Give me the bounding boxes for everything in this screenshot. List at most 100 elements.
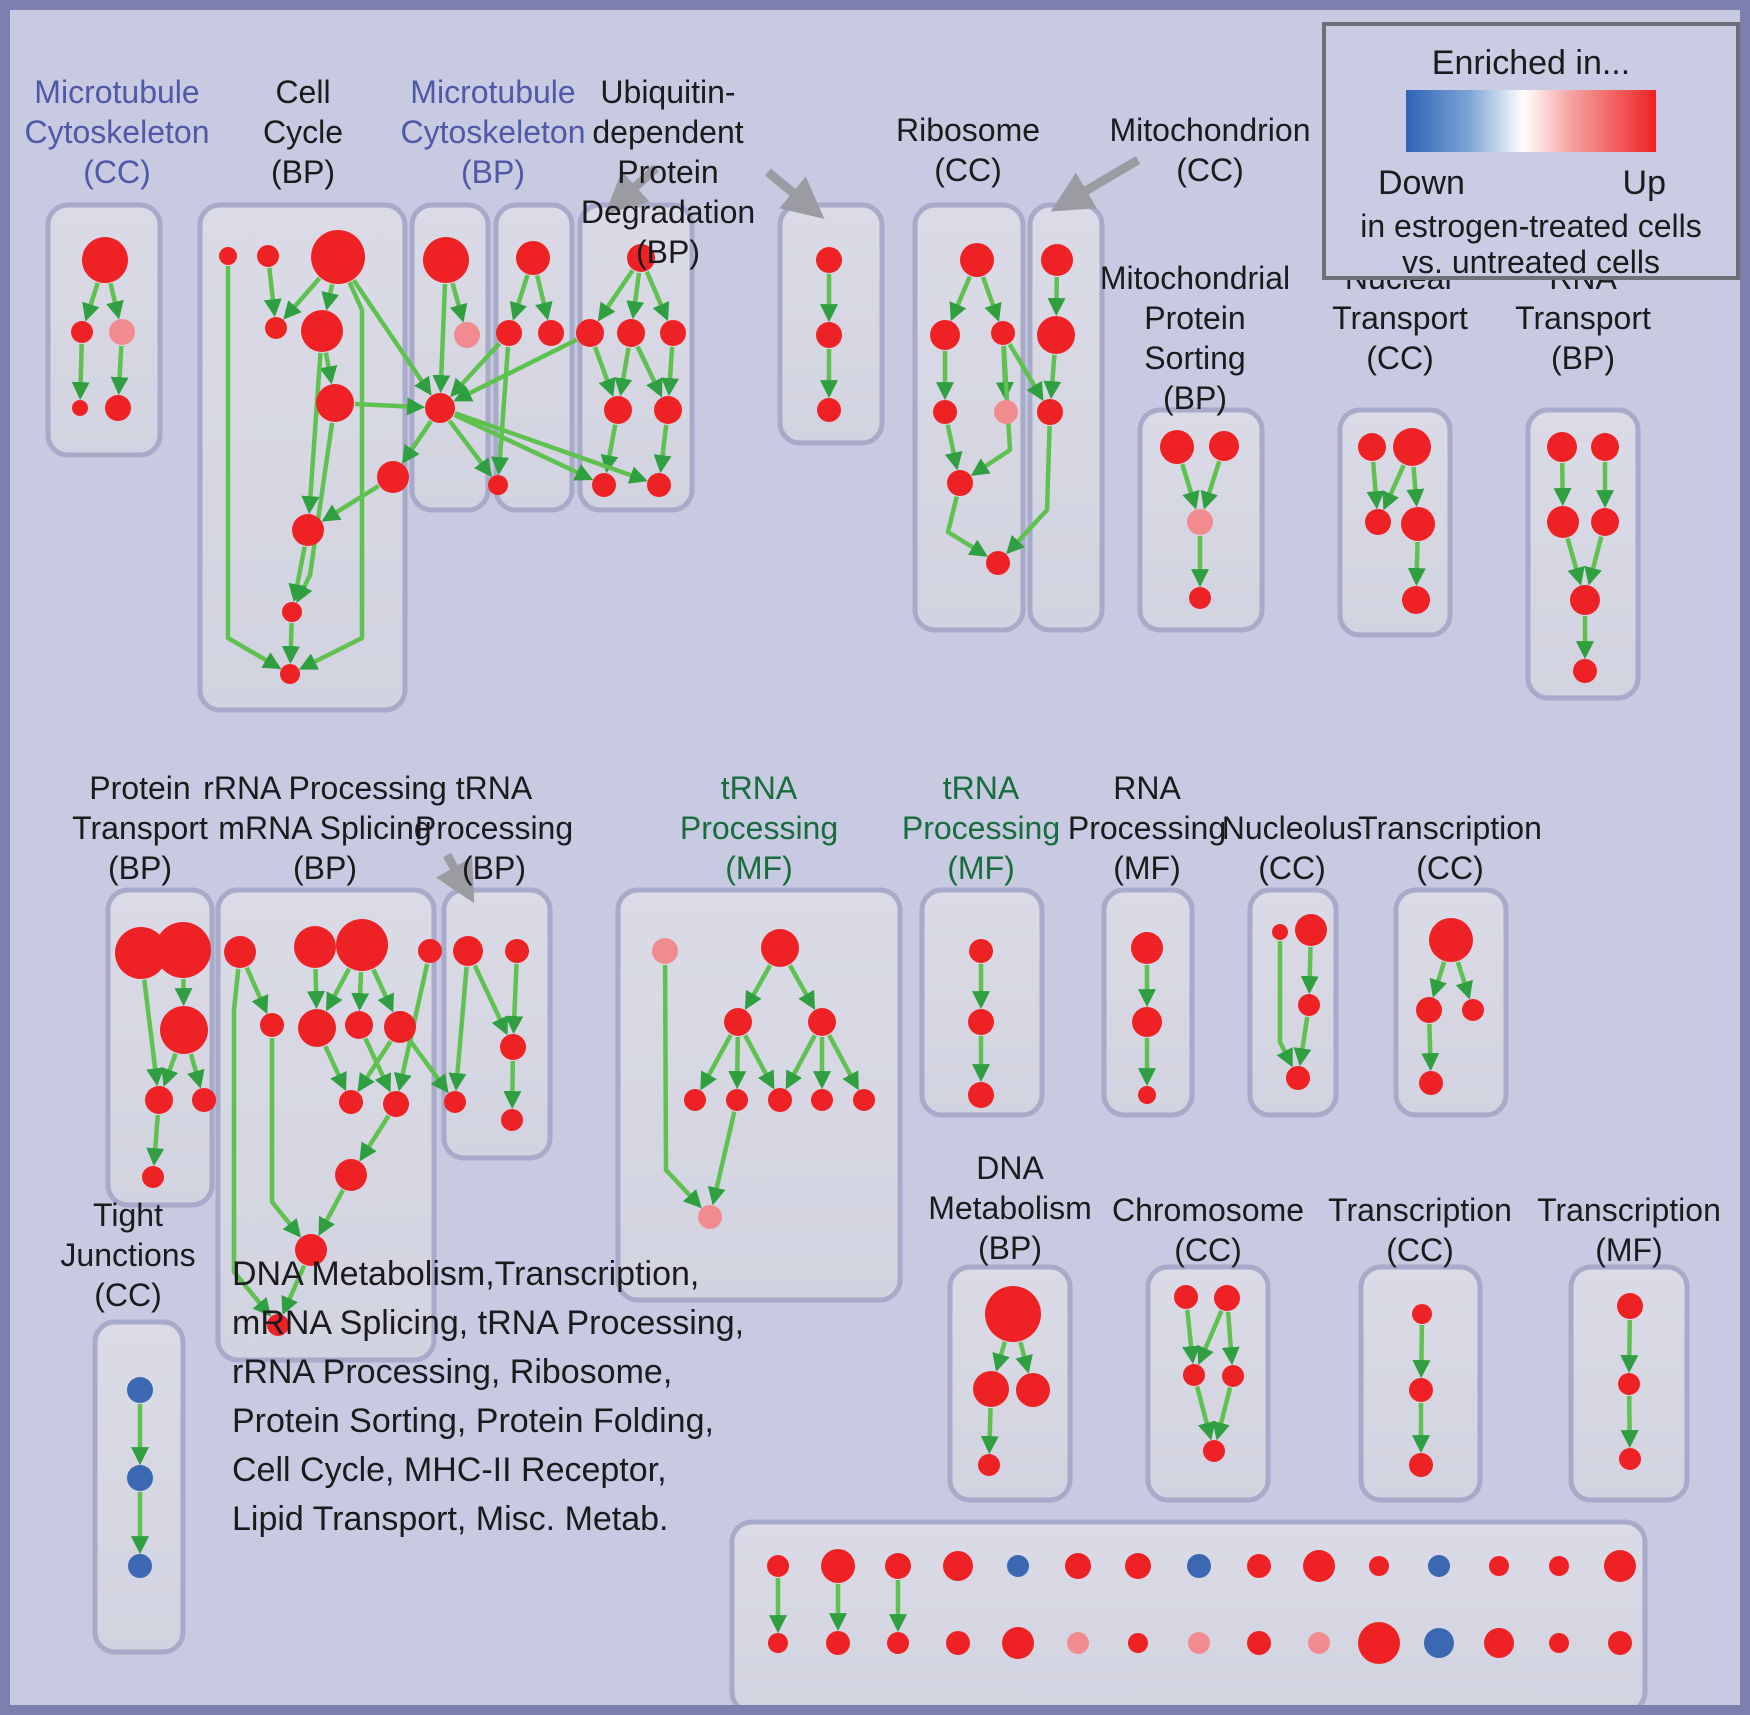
go-term-node (991, 321, 1015, 345)
edge-arrow (827, 1034, 859, 1091)
go-term-node (1128, 1633, 1148, 1653)
note-line: rRNA Processing, Ribosome, (232, 1353, 673, 1391)
go-term-node (1547, 506, 1579, 538)
edge-arrow (592, 346, 616, 397)
go-term-node (1365, 509, 1391, 535)
go-term-node (1160, 430, 1194, 464)
edge-arrow (351, 971, 370, 1012)
edge-arrow (1276, 941, 1293, 1068)
go-term-node (1303, 1550, 1335, 1582)
legend-subtitle-1: in estrogen-treated cells (1360, 208, 1702, 244)
go-term-node (267, 1314, 289, 1336)
edge-arrow (453, 337, 578, 402)
go-term-node (505, 939, 529, 963)
edge-arrow (321, 283, 340, 311)
go-term-node (698, 1205, 722, 1229)
go-term-node (1188, 1632, 1210, 1654)
go-term-node (592, 473, 616, 497)
cluster-box-rna_proc_mf (1101, 887, 1195, 1118)
go-term-node (1549, 1633, 1569, 1653)
edge-arrow (1429, 961, 1447, 998)
note-line: Protein Sorting, Protein Folding, (232, 1402, 714, 1440)
go-term-node (1549, 1556, 1569, 1576)
edge-arrow (1293, 1016, 1312, 1067)
go-term-node (1416, 997, 1442, 1023)
go-term-node (627, 244, 655, 272)
go-term-node (292, 514, 324, 546)
go-term-node (128, 1554, 152, 1578)
edge-arrow (1212, 1387, 1233, 1441)
edge-arrow (187, 1053, 205, 1089)
edge-arrow (653, 424, 672, 474)
edge-arrow (728, 1036, 747, 1090)
go-term-node (1489, 1556, 1509, 1576)
edge-arrow (1043, 354, 1062, 400)
go-term-node (280, 664, 300, 684)
go-term-node (1187, 1554, 1211, 1578)
go-term-node (339, 1090, 363, 1114)
go-term-node (1174, 1285, 1198, 1309)
edge-arrow (363, 1037, 392, 1093)
go-term-node (1573, 659, 1597, 683)
edge-arrow (743, 1034, 775, 1090)
go-term-node (1429, 918, 1473, 962)
edge-arrow (970, 345, 1013, 476)
edge-arrow (371, 968, 394, 1013)
go-term-node (1183, 1364, 1205, 1386)
go-term-node (1295, 914, 1327, 946)
edge-arrow (161, 1052, 179, 1087)
go-term-node (768, 1633, 788, 1653)
go-term-node (1591, 508, 1619, 536)
go-term-node (418, 939, 442, 963)
go-term-node (885, 1553, 911, 1579)
go-term-node (265, 317, 287, 339)
go-term-node (1007, 1555, 1029, 1577)
edge-arrow (614, 347, 633, 397)
edge-arrow (644, 270, 670, 322)
go-term-node (1308, 1632, 1330, 1654)
cluster-box-dna_met (947, 1264, 1073, 1503)
go-term-node (647, 473, 671, 497)
go-term-node (1393, 428, 1431, 466)
edge-arrow (1620, 1395, 1639, 1449)
edge-arrow (662, 964, 702, 1209)
go-term-node (383, 1091, 409, 1117)
edge-arrow (1182, 1309, 1201, 1365)
edge-arrow (626, 272, 645, 320)
go-term-node (1272, 924, 1288, 940)
go-term-node (1065, 1553, 1091, 1579)
edge-arrow (1584, 535, 1604, 586)
edge-arrow (283, 276, 322, 320)
legend-box: Enriched in... Down Up in estrogen-treat… (1322, 22, 1740, 280)
edge-arrow (992, 1341, 1010, 1372)
edge-arrow (448, 966, 469, 1092)
cluster-box-trna_mf_small (919, 887, 1045, 1118)
go-term-node (1608, 1631, 1632, 1655)
cluster-box-cell_cycle (197, 202, 408, 713)
edge-arrow (787, 964, 816, 1010)
go-term-node (1286, 1066, 1310, 1090)
go-term-node (1424, 1628, 1454, 1658)
go-term-node (933, 400, 957, 424)
go-term-node (724, 1008, 752, 1036)
go-term-node (316, 384, 354, 422)
edge-arrow (142, 979, 165, 1087)
go-term-node (604, 396, 632, 424)
go-term-node (768, 1088, 792, 1112)
go-term-node (1037, 316, 1075, 354)
edge-arrow (785, 1034, 817, 1090)
legend-gradient-bar (1406, 90, 1656, 152)
go-term-node (516, 241, 550, 275)
go-term-node (155, 922, 211, 978)
edge-arrow (401, 419, 433, 464)
go-term-node (969, 939, 993, 963)
edge-arrow (263, 267, 282, 318)
go-term-node (127, 1465, 153, 1491)
go-term-node (377, 461, 409, 493)
go-term-node (576, 319, 604, 347)
go-term-node (1484, 1628, 1514, 1658)
go-term-node (887, 1632, 909, 1654)
go-term-node (282, 602, 302, 622)
edge-arrow (321, 484, 380, 522)
edge-arrow (1015, 1341, 1033, 1374)
